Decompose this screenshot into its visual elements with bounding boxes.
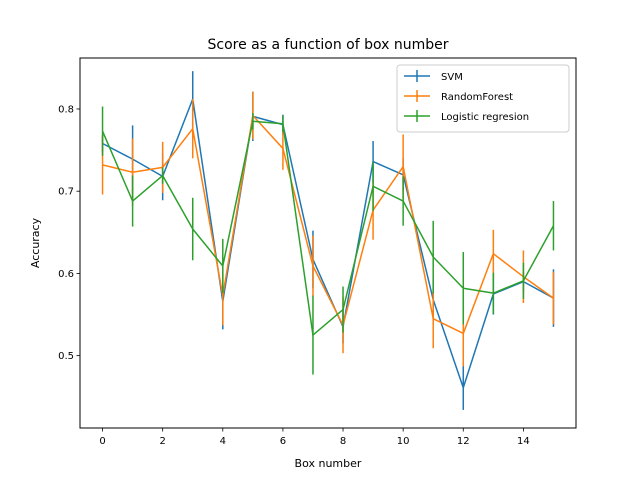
x-axis: 0 2 4 6 8 10 12 14: [99, 428, 530, 447]
legend-item: Logistic regresion: [404, 110, 529, 123]
y-tick-label: 0.7: [58, 187, 74, 198]
y-tick-label: 0.8: [58, 104, 74, 115]
y-tick-label: 0.5: [58, 351, 74, 362]
y-axis-label: Accuracy: [29, 217, 42, 268]
x-axis-label: Box number: [295, 457, 362, 470]
series-line: [101, 120, 555, 336]
x-tick-label: 4: [220, 436, 226, 447]
y-axis: 0.5 0.6 0.7 0.8: [58, 104, 80, 362]
legend-item: SVM: [404, 70, 463, 83]
x-tick-label: 10: [397, 436, 410, 447]
legend-label: Logistic regresion: [441, 112, 529, 123]
series-line: [102, 114, 554, 335]
x-tick-label: 8: [340, 436, 346, 447]
series-layer: [101, 71, 555, 410]
x-tick-label: 14: [517, 436, 530, 447]
x-tick-label: 0: [99, 436, 105, 447]
x-tick-label: 2: [159, 436, 165, 447]
series-2: [101, 106, 555, 375]
plot-frame: [79, 57, 577, 429]
series-1: [101, 91, 555, 367]
legend-box: [396, 64, 570, 133]
series-line: [102, 98, 554, 389]
legend-label: RandomForest: [441, 92, 513, 103]
legend: SVM RandomForest Logistic regresion: [396, 64, 570, 133]
chart-title: Score as a function of box number: [208, 37, 449, 53]
legend-item: RandomForest: [404, 90, 513, 103]
legend-label: SVM: [441, 72, 463, 83]
x-tick-label: 6: [280, 436, 286, 447]
x-tick-label: 12: [457, 436, 470, 447]
y-tick-label: 0.6: [58, 269, 74, 280]
